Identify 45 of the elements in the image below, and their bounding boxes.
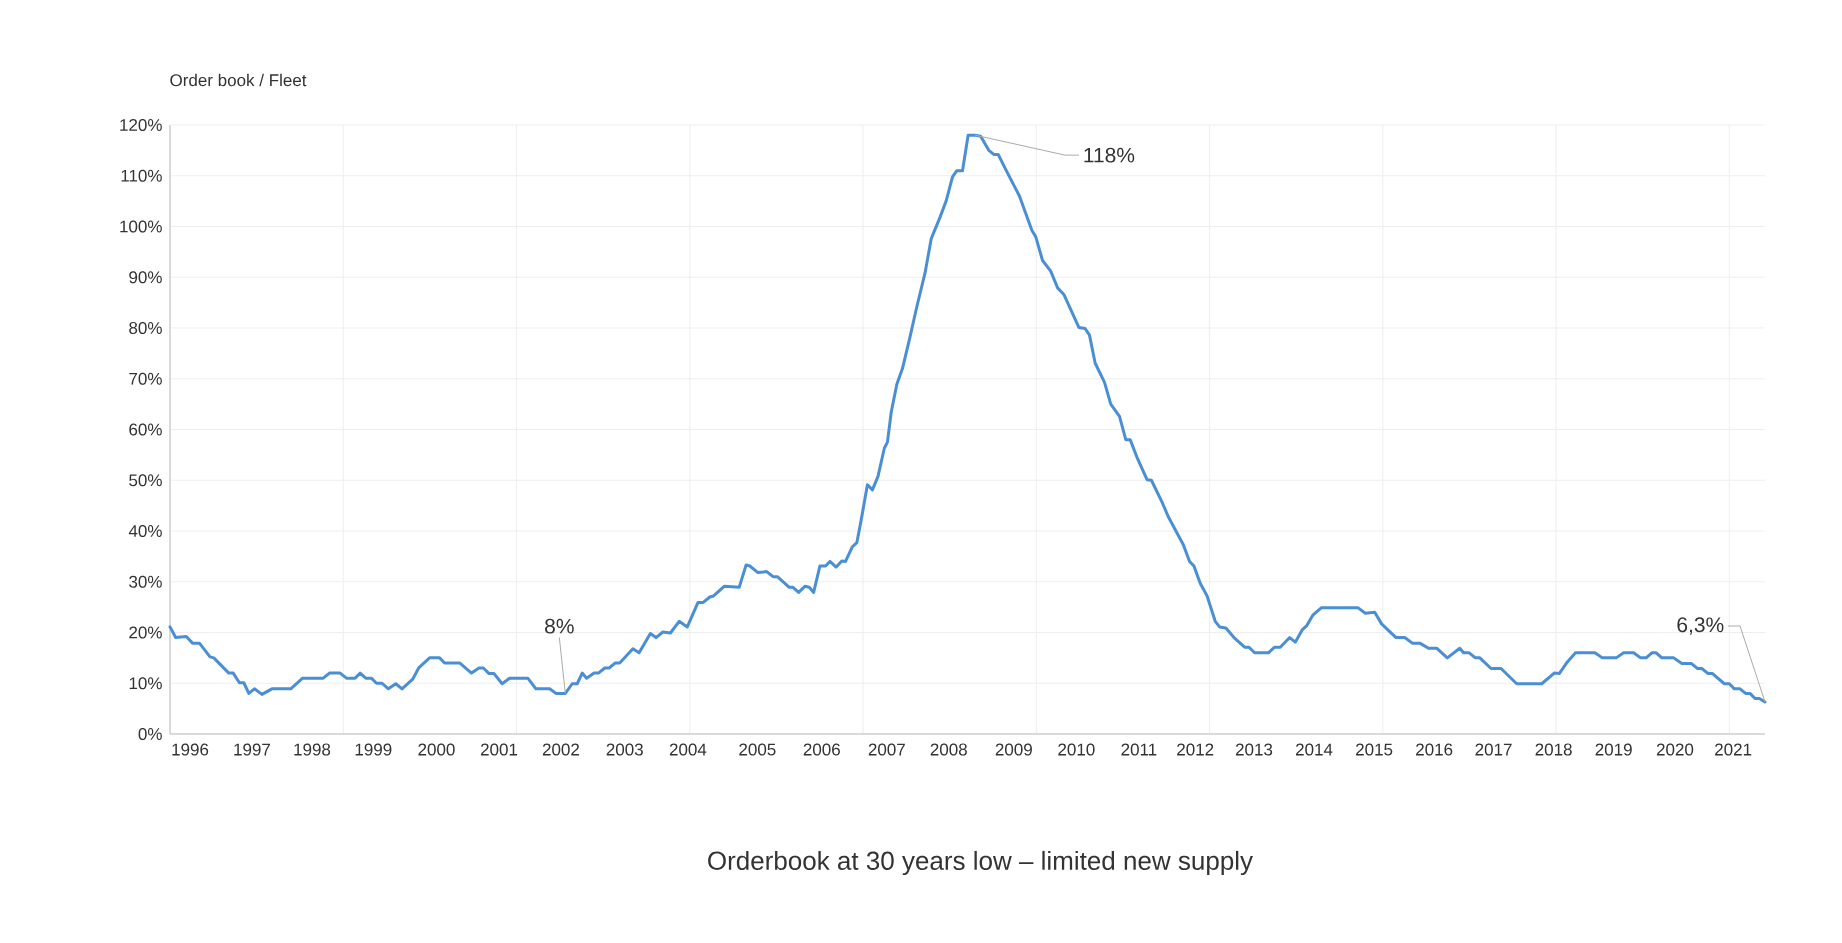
y-tick-label: 80% bbox=[129, 321, 162, 335]
x-tick-label: 2009 bbox=[995, 743, 1032, 756]
y-tick-label: 30% bbox=[129, 575, 162, 588]
x-tick-label: 2007 bbox=[868, 743, 905, 756]
x-tick-label: 1997 bbox=[234, 743, 270, 756]
y-tick-label: 40% bbox=[128, 524, 162, 538]
y-tick-label: 10% bbox=[129, 677, 162, 690]
annotation: 6,3% bbox=[1677, 617, 1724, 635]
x-tick-label: 2021 bbox=[1715, 743, 1752, 756]
x-tick-label: 2010 bbox=[1058, 743, 1095, 756]
x-tick-label: 2014 bbox=[1296, 743, 1333, 756]
x-tick-label: 1998 bbox=[294, 743, 331, 756]
line-series bbox=[168, 133, 1767, 704]
text: Orderbook at 30 years low – limited new supply bbox=[708, 850, 1253, 876]
x-tick-label: 2013 bbox=[1235, 743, 1273, 756]
y-tick-label: 0% bbox=[138, 727, 162, 741]
x-tick-label: 2008 bbox=[930, 743, 967, 756]
x-tick-label: 2003 bbox=[606, 743, 643, 756]
y-tick-label: 120% bbox=[120, 118, 162, 132]
x-tick-label: 2016 bbox=[1416, 743, 1453, 756]
x-tick-label: 2005 bbox=[739, 743, 776, 756]
x-tick-label: 2006 bbox=[803, 743, 840, 756]
x-tick-label: 2012 bbox=[1177, 743, 1214, 756]
x-tick-label: 2011 bbox=[1121, 743, 1157, 756]
x-tick-label: 2000 bbox=[418, 743, 455, 756]
y-axis-title: Order book / Fleet bbox=[170, 73, 307, 87]
x-tick-label: 1999 bbox=[355, 743, 392, 756]
x-tick-label: 2015 bbox=[1356, 743, 1393, 756]
y-tick-label: 110% bbox=[121, 169, 162, 182]
y-tick-label: 100% bbox=[120, 220, 162, 233]
x-tick-label: 2002 bbox=[542, 743, 579, 756]
x-tick-label: 2020 bbox=[1656, 743, 1694, 756]
x-tick-label: 2001 bbox=[480, 743, 518, 756]
y-tick-label: 50% bbox=[129, 474, 162, 487]
annotation: 8% bbox=[545, 618, 574, 634]
y-tick-label: 20% bbox=[129, 626, 162, 639]
y-tick-label: 60% bbox=[129, 423, 162, 436]
x-tick-label: 1996 bbox=[172, 743, 209, 756]
x-tick-label: 2017 bbox=[1475, 743, 1512, 756]
x-tick-label: 2018 bbox=[1535, 743, 1572, 756]
x-tick-label: 2019 bbox=[1595, 743, 1632, 756]
y-tick-label: 70% bbox=[129, 372, 162, 385]
y-tick-label: 90% bbox=[129, 271, 162, 284]
annotation: 118% bbox=[1084, 147, 1135, 163]
x-tick-label: 2004 bbox=[669, 743, 707, 756]
